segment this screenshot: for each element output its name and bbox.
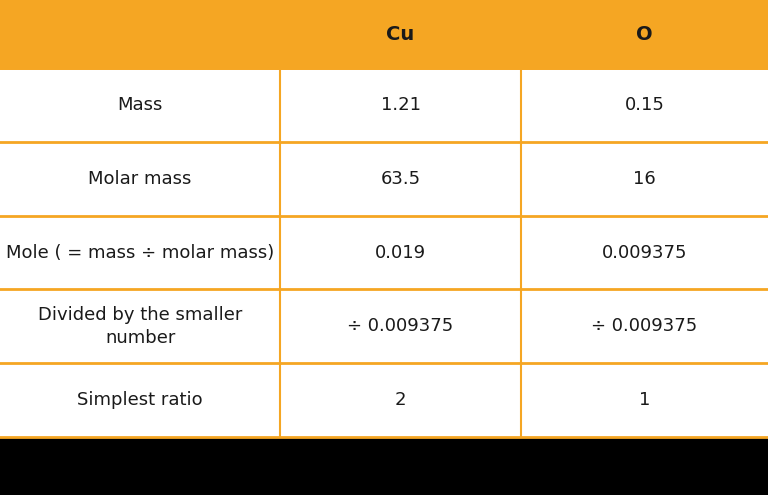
Text: Mass: Mass — [118, 96, 163, 114]
Bar — [0, 0, 768, 68]
Text: 0.15: 0.15 — [624, 96, 664, 114]
Text: 0.019: 0.019 — [375, 244, 426, 261]
Bar — [0, 142, 768, 216]
Text: Molar mass: Molar mass — [88, 170, 192, 188]
Text: ÷ 0.009375: ÷ 0.009375 — [591, 317, 697, 335]
Text: Cu: Cu — [386, 24, 415, 44]
Text: ÷ 0.009375: ÷ 0.009375 — [347, 317, 454, 335]
Bar — [0, 363, 768, 437]
Text: 2: 2 — [395, 391, 406, 409]
Text: Simplest ratio: Simplest ratio — [78, 391, 203, 409]
Text: Mole ( = mass ÷ molar mass): Mole ( = mass ÷ molar mass) — [6, 244, 274, 261]
Text: 63.5: 63.5 — [380, 170, 421, 188]
Text: Divided by the smaller
number: Divided by the smaller number — [38, 305, 243, 347]
Text: 1.21: 1.21 — [380, 96, 421, 114]
Bar — [0, 216, 768, 290]
Text: O: O — [636, 24, 653, 44]
Text: 0.009375: 0.009375 — [601, 244, 687, 261]
Text: 16: 16 — [633, 170, 656, 188]
Bar — [0, 437, 768, 495]
Bar — [0, 68, 768, 142]
Bar — [0, 290, 768, 363]
Text: 1: 1 — [639, 391, 650, 409]
